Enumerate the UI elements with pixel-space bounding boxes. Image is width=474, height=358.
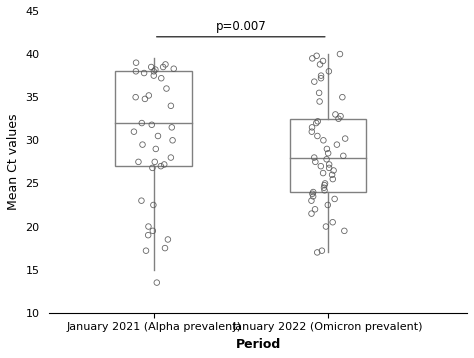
- Point: [340, 228, 348, 234]
- Point: [310, 155, 318, 160]
- Point: [145, 93, 153, 98]
- Point: [309, 55, 316, 61]
- Point: [137, 198, 145, 204]
- Point: [150, 73, 157, 78]
- Point: [141, 96, 149, 102]
- Point: [149, 165, 156, 171]
- Point: [308, 125, 316, 130]
- Point: [157, 163, 164, 169]
- Point: [310, 79, 318, 84]
- Point: [148, 122, 155, 128]
- Point: [320, 185, 328, 190]
- Point: [332, 112, 339, 117]
- Point: [153, 280, 161, 285]
- Point: [324, 202, 332, 208]
- Point: [328, 172, 336, 178]
- Point: [331, 196, 338, 202]
- Point: [321, 188, 328, 193]
- Point: [341, 136, 349, 141]
- Point: [313, 250, 321, 255]
- Point: [164, 237, 172, 242]
- Point: [145, 232, 152, 238]
- Point: [339, 153, 347, 159]
- Point: [325, 68, 333, 74]
- Point: [168, 125, 175, 130]
- Point: [335, 116, 342, 122]
- Point: [337, 113, 344, 119]
- Point: [317, 75, 325, 81]
- Point: [138, 120, 146, 126]
- Point: [308, 198, 315, 204]
- Point: [336, 51, 344, 57]
- Point: [132, 68, 140, 74]
- Point: [312, 120, 320, 126]
- Point: [149, 228, 156, 234]
- Point: [150, 68, 158, 74]
- Text: p=0.007: p=0.007: [215, 19, 266, 33]
- Point: [150, 202, 157, 208]
- Point: [330, 168, 337, 173]
- Point: [310, 193, 317, 199]
- Bar: [290, 119, 366, 192]
- Point: [333, 142, 341, 147]
- Point: [152, 146, 160, 152]
- Point: [157, 75, 165, 81]
- Point: [142, 248, 150, 253]
- Point: [159, 64, 167, 70]
- Point: [329, 176, 337, 182]
- Point: [169, 137, 176, 143]
- Point: [170, 66, 178, 72]
- Point: [151, 159, 158, 165]
- Point: [167, 103, 175, 109]
- Point: [325, 165, 333, 171]
- Point: [161, 245, 169, 251]
- Point: [309, 191, 316, 197]
- Point: [311, 207, 319, 212]
- Point: [325, 161, 333, 167]
- Point: [321, 180, 329, 186]
- Point: [154, 133, 162, 139]
- Point: [145, 224, 152, 229]
- X-axis label: Period: Period: [236, 338, 281, 351]
- Point: [130, 129, 138, 135]
- Point: [135, 159, 142, 165]
- Point: [311, 159, 319, 165]
- Point: [317, 163, 325, 169]
- Point: [308, 129, 316, 135]
- Point: [316, 99, 323, 105]
- Point: [329, 219, 337, 225]
- Point: [314, 133, 321, 139]
- Y-axis label: Mean Ct values: Mean Ct values: [7, 113, 20, 210]
- Point: [132, 60, 140, 66]
- Point: [324, 150, 332, 156]
- Point: [322, 224, 330, 229]
- Point: [313, 53, 320, 59]
- Point: [152, 67, 159, 72]
- Point: [319, 137, 327, 143]
- Point: [319, 170, 327, 176]
- Point: [319, 58, 327, 64]
- Point: [314, 118, 321, 124]
- Point: [147, 64, 155, 70]
- Point: [140, 70, 148, 76]
- Point: [310, 189, 317, 195]
- Point: [323, 156, 330, 162]
- Point: [316, 62, 324, 67]
- Point: [163, 86, 170, 91]
- Point: [315, 90, 323, 96]
- Point: [167, 155, 174, 160]
- Point: [160, 161, 168, 167]
- Point: [320, 182, 328, 188]
- Point: [323, 146, 331, 152]
- Point: [162, 62, 169, 67]
- Point: [338, 94, 346, 100]
- Point: [132, 94, 139, 100]
- Point: [139, 142, 146, 147]
- Bar: [116, 71, 192, 166]
- Point: [318, 248, 326, 253]
- Point: [317, 73, 325, 78]
- Point: [308, 211, 315, 217]
